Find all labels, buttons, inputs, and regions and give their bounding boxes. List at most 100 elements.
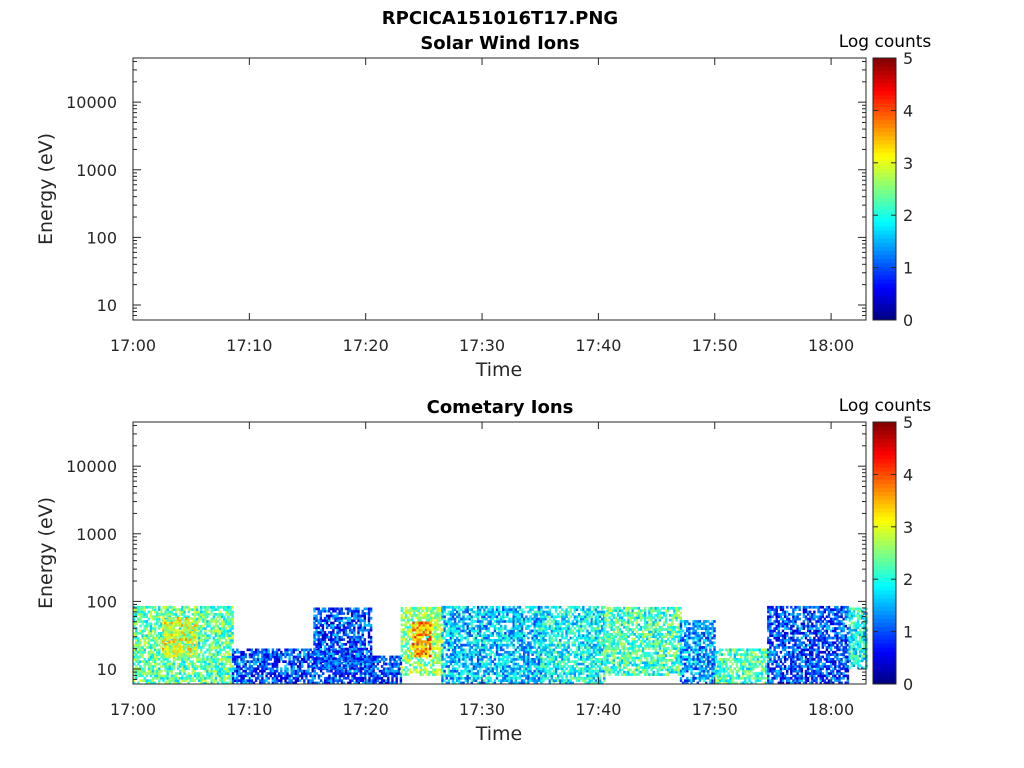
heatmap-cell <box>456 627 459 630</box>
heatmap-cell <box>202 634 205 637</box>
heatmap-cell <box>445 620 448 623</box>
heatmap-cell <box>516 629 520 633</box>
heatmap-cell <box>525 643 528 647</box>
heatmap-cell <box>204 622 207 626</box>
heatmap-cell <box>481 660 484 663</box>
heatmap-cell <box>460 681 463 685</box>
heatmap-cell <box>485 610 488 614</box>
heatmap-cell <box>460 624 463 628</box>
heatmap-cell <box>290 681 293 685</box>
heatmap-cell <box>143 658 146 661</box>
heatmap-cell <box>294 669 298 673</box>
heatmap-cell <box>432 606 435 610</box>
heatmap-cell <box>231 658 235 661</box>
heatmap-cell <box>409 670 412 674</box>
heatmap-cell <box>540 648 543 652</box>
heatmap-cell <box>514 620 517 623</box>
heatmap-cell <box>540 674 543 678</box>
heatmap-cell <box>216 615 220 619</box>
heatmap-cell <box>479 639 482 642</box>
heatmap-cell <box>338 612 341 615</box>
heatmap-cell <box>514 622 517 626</box>
heatmap-cell <box>406 630 410 634</box>
heatmap-cell <box>518 617 522 621</box>
heatmap-cell <box>491 615 494 619</box>
heatmap-cell <box>185 616 188 620</box>
heatmap-cell <box>223 631 226 635</box>
heatmap-cell <box>464 636 467 640</box>
heatmap-cell <box>223 672 226 675</box>
heatmap-cell <box>143 634 146 637</box>
heatmap-cell <box>319 674 323 678</box>
heatmap-cell <box>427 661 431 665</box>
heatmap-cell <box>278 648 281 652</box>
heatmap-cell <box>497 627 501 630</box>
heatmap-cell <box>344 628 348 632</box>
heatmap-cell <box>133 669 136 673</box>
heatmap-cell <box>147 631 151 635</box>
heatmap-cell <box>252 667 256 671</box>
heatmap-cell <box>206 648 209 652</box>
colorbar-segment <box>873 119 896 124</box>
heatmap-cell <box>368 655 371 659</box>
heatmap-cell <box>200 631 203 635</box>
heatmap-cell <box>397 655 400 659</box>
heatmap-cell <box>512 672 515 675</box>
heatmap-cell <box>355 621 358 625</box>
heatmap-cell <box>252 662 256 666</box>
heatmap-cell <box>357 679 360 682</box>
heatmap-cell <box>527 674 530 678</box>
heatmap-cell <box>357 638 360 641</box>
heatmap-cell <box>330 621 333 625</box>
heatmap-cell <box>227 605 230 609</box>
heatmap-cell <box>363 621 366 625</box>
heatmap-cell <box>149 613 153 616</box>
heatmap-cell <box>417 661 420 665</box>
heatmap-cell <box>183 624 186 627</box>
heatmap-cell <box>527 655 530 659</box>
heatmap-cell <box>227 669 230 673</box>
heatmap-cell <box>481 646 484 649</box>
heatmap-cell <box>575 608 579 611</box>
heatmap-cell <box>569 622 572 626</box>
heatmap-cell <box>426 640 430 644</box>
heatmap-cell <box>567 617 570 621</box>
heatmap-cell <box>353 676 356 680</box>
heatmap-cell <box>447 634 450 637</box>
heatmap-cell <box>357 657 360 660</box>
heatmap-cell <box>412 621 415 625</box>
heatmap-cell <box>565 620 568 623</box>
heatmap-cell <box>231 617 234 621</box>
heatmap-cell <box>210 676 213 680</box>
heatmap-cell <box>135 622 138 626</box>
heatmap-cell <box>489 610 492 614</box>
heatmap-cell <box>210 653 213 656</box>
heatmap-cell <box>512 622 515 626</box>
heatmap-cell <box>162 639 165 642</box>
heatmap-cell <box>512 653 515 656</box>
heatmap-cell <box>575 662 579 666</box>
heatmap-cell <box>355 650 358 653</box>
heatmap-cell <box>497 648 501 652</box>
heatmap-cell <box>419 666 422 669</box>
heatmap-cell <box>397 672 400 675</box>
heatmap-cell <box>174 621 178 625</box>
heatmap-cell <box>491 608 494 611</box>
heatmap-cell <box>546 610 549 614</box>
heatmap-cell <box>168 669 171 673</box>
heatmap-cell <box>315 628 318 632</box>
heatmap-cell <box>321 657 325 660</box>
heatmap-cell <box>189 635 192 639</box>
heatmap-cell <box>485 622 488 626</box>
heatmap-cell <box>164 669 167 673</box>
heatmap-cell <box>367 607 371 611</box>
heatmap-cell <box>325 616 329 620</box>
heatmap-cell <box>156 639 159 642</box>
heatmap-cell <box>204 634 207 637</box>
heatmap-cell <box>168 615 171 619</box>
heatmap-cell <box>481 643 484 647</box>
heatmap-cell <box>413 614 416 617</box>
heatmap-cell <box>307 662 310 666</box>
heatmap-cell <box>317 652 320 656</box>
heatmap-cell <box>516 631 520 635</box>
